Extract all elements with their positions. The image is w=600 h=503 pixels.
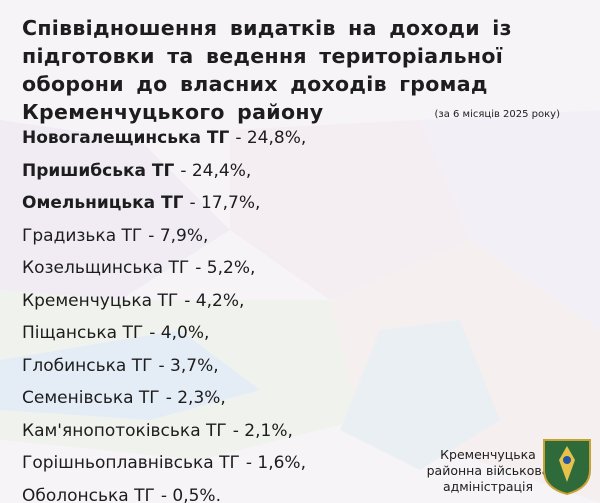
footer-line: Кременчуцька: [440, 447, 536, 462]
community-name: Оболонська ТГ: [22, 485, 155, 503]
community-name: Кременчуцька ТГ: [22, 290, 179, 311]
subtitle: (за 6 місяців 2025 року): [434, 109, 560, 120]
share-value: - 4,2%,: [184, 290, 245, 311]
emblem: [543, 439, 591, 496]
share-value: - 24,8%,: [235, 128, 307, 148]
footer-line: районна військова: [426, 463, 550, 478]
footer: Кременчуцька районна військова адміністрац…: [420, 447, 556, 495]
community-name: Новогалещинська ТГ: [22, 128, 230, 148]
community-name: Піщанська ТГ: [22, 323, 144, 343]
list-item: Градизька ТГ - 7,9%,: [22, 220, 306, 253]
share-value: - 1,6%,: [245, 453, 306, 473]
share-value: - 5,2%,: [195, 258, 256, 278]
list-item: Кременчуцька ТГ - 4,2%,: [22, 285, 306, 318]
share-value: - 2,3%,: [165, 388, 226, 408]
title: Співвідношення видатків на доходи із під…: [22, 16, 512, 124]
community-name: Градизька ТГ: [22, 225, 143, 246]
share-value: - 24,4%,: [180, 160, 252, 181]
community-name: Пришибська ТГ: [22, 160, 175, 181]
list-item: Горішньоплавнівська ТГ - 1,6%,: [22, 447, 306, 480]
list: Новогалещинська ТГ - 24,8%, Пришибська ТГ -…: [22, 122, 306, 503]
community-name: Семенівська ТГ: [22, 388, 160, 408]
list-item: Піщанська ТГ - 4,0%,: [22, 317, 306, 350]
list-item: Оболонська ТГ - 0,5%.: [22, 480, 306, 503]
list-item: Новогалещинська ТГ - 24,8%,: [22, 122, 306, 155]
share-value: - 7,9%,: [148, 225, 209, 246]
community-name: Кам'янопотоківська ТГ: [22, 420, 227, 441]
list-item: Семенівська ТГ - 2,3%,: [22, 382, 306, 415]
share-value: - 17,7%,: [189, 193, 261, 213]
share-value: - 4,0%,: [149, 323, 210, 343]
list-item: Кам'янопотоківська ТГ - 2,1%,: [22, 415, 306, 448]
community-name: Глобинська ТГ: [22, 355, 153, 376]
list-item: Глобинська ТГ - 3,7%,: [22, 350, 306, 383]
share-value: - 2,1%,: [232, 420, 293, 441]
list-item: Пришибська ТГ - 24,4%,: [22, 155, 306, 188]
share-value: - 0,5%.: [160, 485, 221, 503]
list-item: Козельщинська ТГ - 5,2%,: [22, 252, 306, 285]
community-name: Омельницька ТГ: [22, 193, 184, 213]
list-item: Омельницька ТГ - 17,7%,: [22, 187, 306, 220]
footer-line: адміністрація: [442, 479, 534, 494]
community-name: Горішньоплавнівська ТГ: [22, 453, 240, 473]
share-value: - 3,7%,: [158, 355, 219, 376]
community-name: Козельщинська ТГ: [22, 258, 190, 278]
